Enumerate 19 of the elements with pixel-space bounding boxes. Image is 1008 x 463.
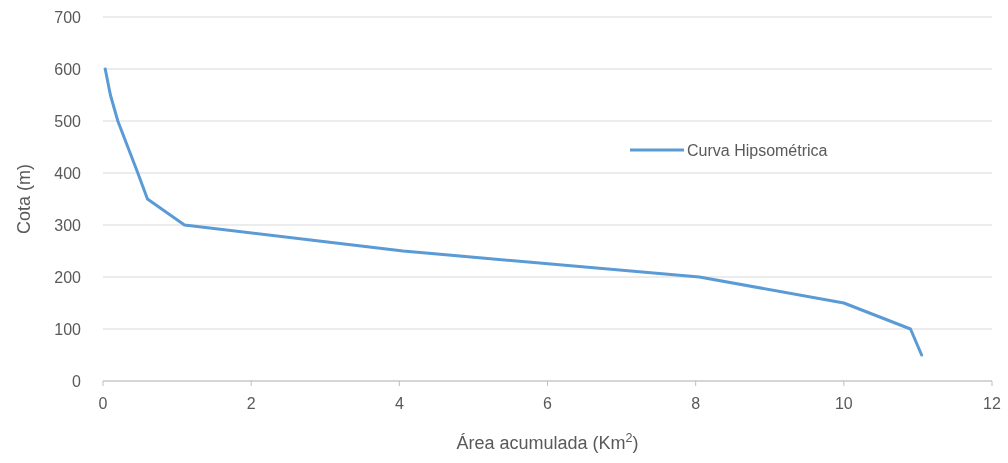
y-tick-label: 600 bbox=[54, 61, 82, 78]
y-tick-label: 400 bbox=[54, 165, 82, 182]
y-tick-label: 200 bbox=[54, 269, 82, 286]
y-tick-label: 100 bbox=[54, 321, 82, 338]
y-tick-label: 0 bbox=[72, 373, 82, 390]
x-tick-label: 8 bbox=[691, 395, 701, 412]
y-tick-label: 300 bbox=[54, 217, 82, 234]
x-tick-label: 0 bbox=[98, 395, 108, 412]
y-tick-label: 700 bbox=[54, 9, 82, 26]
x-tick-label: 10 bbox=[834, 395, 853, 412]
y-tick-label: 500 bbox=[54, 113, 82, 130]
x-tick-label: 2 bbox=[246, 395, 256, 412]
x-tick-label: 12 bbox=[983, 395, 1001, 412]
legend-label: Curva Hipsométrica bbox=[687, 142, 828, 159]
x-axis-title: Área acumulada (Km$^{2}$) bbox=[456, 431, 639, 453]
y-axis-title: Cota (m) bbox=[14, 163, 34, 235]
x-tick-label: 6 bbox=[543, 395, 553, 412]
line-series bbox=[103, 67, 924, 357]
x-tick-label: 4 bbox=[394, 395, 404, 412]
